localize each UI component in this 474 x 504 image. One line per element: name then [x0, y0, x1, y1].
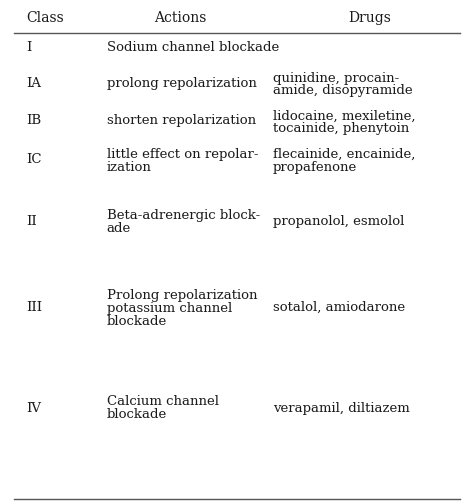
Text: I: I: [26, 41, 31, 54]
Text: IV: IV: [26, 402, 41, 415]
Text: IB: IB: [26, 114, 41, 128]
Text: II: II: [26, 215, 37, 228]
Text: propanolol, esmolol: propanolol, esmolol: [273, 215, 404, 228]
Text: potassium channel: potassium channel: [107, 302, 232, 315]
Text: amide, disopyramide: amide, disopyramide: [273, 84, 412, 97]
Text: quinidine, procain-: quinidine, procain-: [273, 72, 399, 85]
Text: sotalol, amiodarone: sotalol, amiodarone: [273, 301, 405, 314]
Text: Actions: Actions: [154, 11, 206, 25]
Text: lidocaine, mexiletine,: lidocaine, mexiletine,: [273, 109, 415, 122]
Text: little effect on repolar-: little effect on repolar-: [107, 148, 258, 161]
Text: III: III: [26, 301, 42, 314]
Text: tocainide, phenytoin: tocainide, phenytoin: [273, 122, 409, 135]
Text: ization: ization: [107, 161, 152, 174]
Text: blockade: blockade: [107, 314, 167, 328]
Text: shorten repolarization: shorten repolarization: [107, 114, 256, 128]
Text: Sodium channel blockade: Sodium channel blockade: [107, 41, 279, 54]
Text: verapamil, diltiazem: verapamil, diltiazem: [273, 402, 410, 415]
Text: Prolong repolarization: Prolong repolarization: [107, 289, 257, 302]
Text: Calcium channel: Calcium channel: [107, 395, 219, 408]
Text: prolong repolarization: prolong repolarization: [107, 77, 256, 90]
Text: IA: IA: [26, 77, 41, 90]
Text: IC: IC: [26, 153, 42, 166]
Text: ade: ade: [107, 222, 131, 235]
Text: Drugs: Drugs: [348, 11, 391, 25]
Text: Beta-adrenergic block-: Beta-adrenergic block-: [107, 209, 260, 222]
Text: flecainide, encainide,: flecainide, encainide,: [273, 148, 415, 161]
Text: blockade: blockade: [107, 408, 167, 421]
Text: Class: Class: [26, 11, 64, 25]
Text: propafenone: propafenone: [273, 161, 357, 174]
